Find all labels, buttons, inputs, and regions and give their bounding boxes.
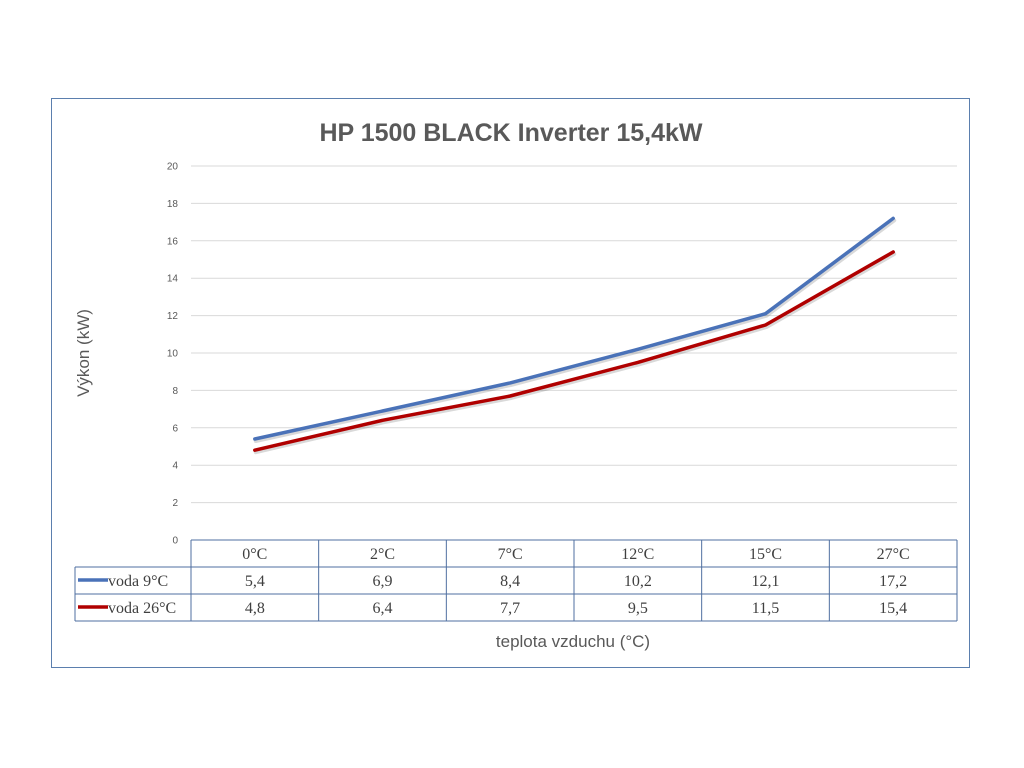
x-category-label: 27°C	[877, 546, 910, 563]
chart-frame: HP 1500 BLACK Inverter 15,4kW Výkon (kW)…	[51, 98, 970, 668]
data-value-label: 5,4	[245, 573, 265, 590]
x-category-label: 12°C	[621, 546, 654, 563]
series-line-shadow	[253, 252, 897, 455]
series-line	[253, 216, 895, 441]
y-tick-label: 10	[167, 349, 179, 360]
series-line-shadow	[253, 218, 897, 443]
y-tick-label: 12	[167, 311, 179, 322]
chart-title: HP 1500 BLACK Inverter 15,4kW	[319, 119, 702, 147]
y-tick-label: 14	[167, 274, 179, 285]
data-value-label: 12,1	[752, 573, 780, 590]
y-axis-ticks: 0 2 4 6 8 10 12 14 16 18 20	[167, 162, 179, 547]
legend-label: voda 9°C	[108, 573, 168, 590]
data-value-label: 9,5	[628, 600, 648, 617]
data-table: 0°C 2°C 7°C 12°C 15°C 27°C voda 9°C 5,4 6,9 8,4 10…	[74, 539, 958, 622]
y-tick-label: 18	[167, 199, 179, 210]
y-axis-title: Výkon (kW)	[74, 309, 93, 397]
data-value-label: 11,5	[752, 600, 779, 617]
y-tick-label: 0	[172, 536, 178, 547]
data-value-label: 8,4	[500, 573, 520, 590]
x-axis-title: teplota vzduchu (°C)	[496, 632, 650, 651]
gridlines	[191, 165, 957, 504]
data-value-label: 6,4	[373, 600, 393, 617]
data-value-label: 15,4	[879, 600, 907, 617]
legend-label: voda 26°C	[108, 600, 176, 617]
y-tick-label: 6	[172, 423, 178, 434]
series-line	[253, 250, 895, 452]
y-tick-label: 2	[172, 498, 178, 509]
x-category-label: 2°C	[370, 546, 395, 563]
y-tick-label: 4	[172, 461, 178, 472]
data-value-label: 7,7	[500, 600, 520, 617]
data-value-label: 4,8	[245, 600, 265, 617]
y-tick-label: 20	[167, 162, 179, 173]
series-lines	[253, 216, 897, 455]
y-tick-label: 16	[167, 236, 179, 247]
data-value-label: 10,2	[624, 573, 652, 590]
x-category-label: 0°C	[242, 546, 267, 563]
line-chart: HP 1500 BLACK Inverter 15,4kW Výkon (kW)…	[74, 119, 958, 651]
data-value-label: 6,9	[373, 573, 393, 590]
y-tick-label: 8	[172, 386, 178, 397]
x-category-label: 7°C	[498, 546, 523, 563]
x-category-label: 15°C	[749, 546, 782, 563]
data-value-label: 17,2	[879, 573, 907, 590]
